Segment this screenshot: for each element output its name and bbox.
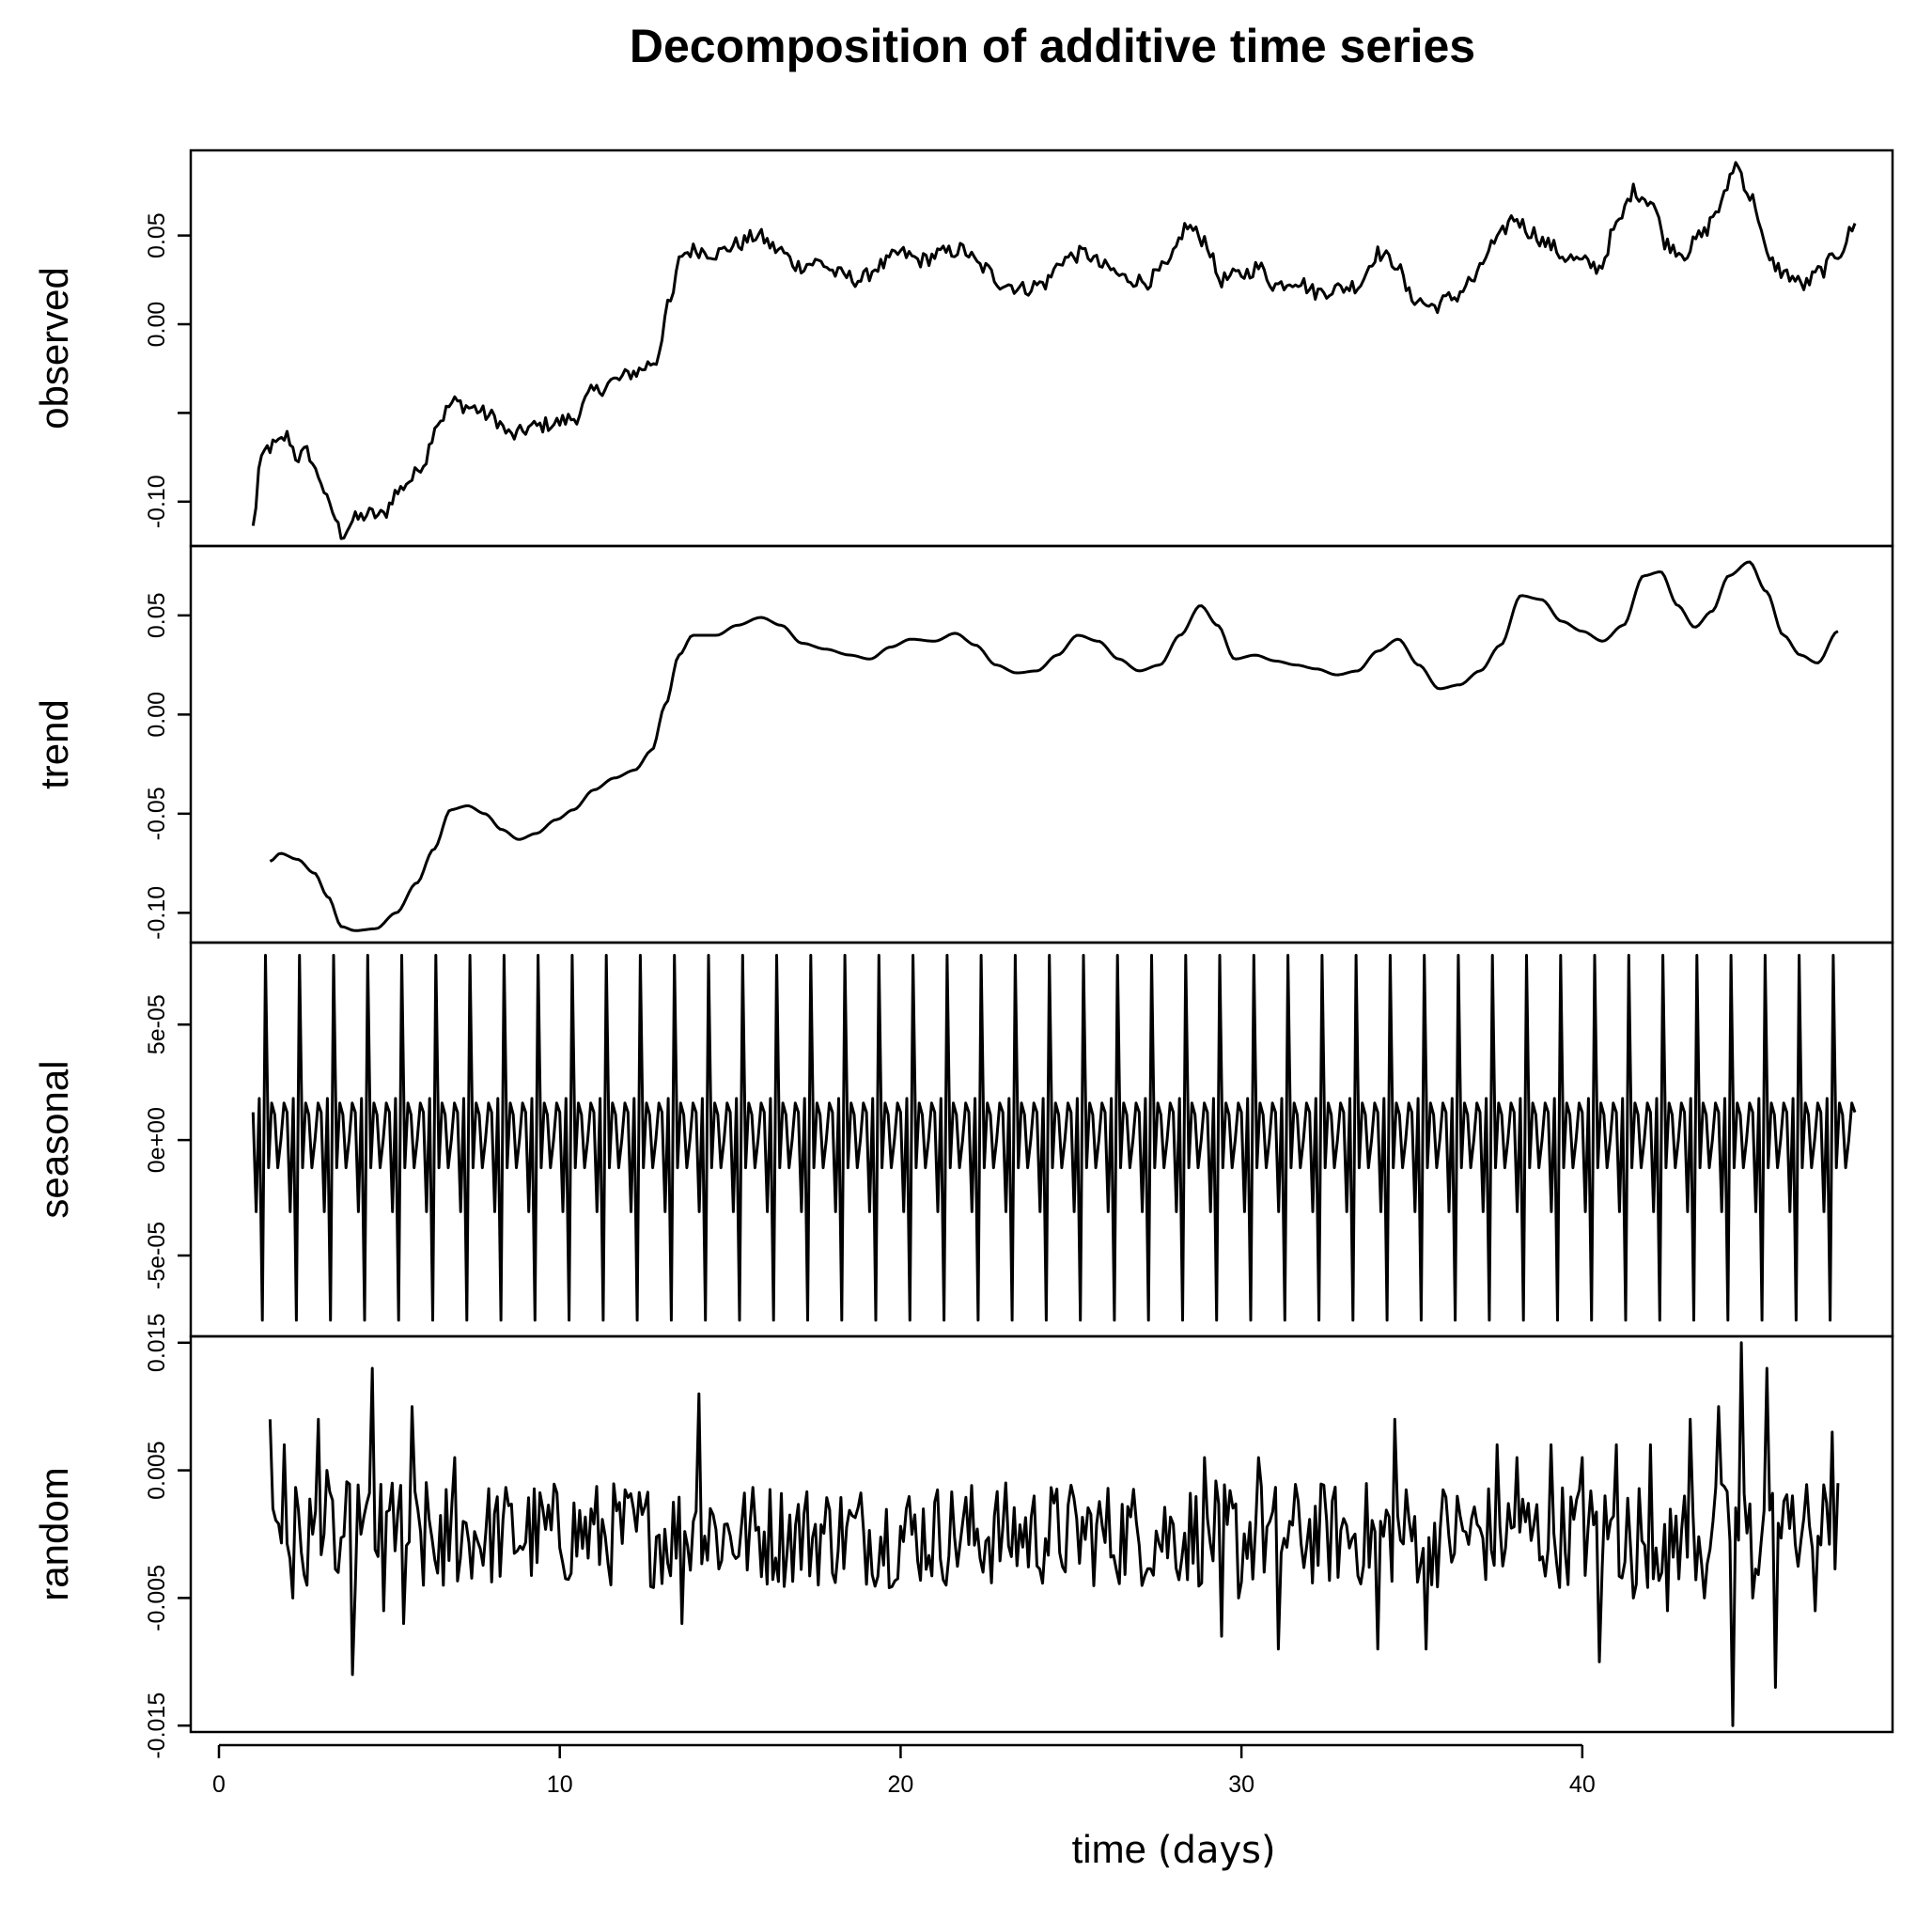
series-line-observed xyxy=(251,161,1857,540)
x-axis: 0 10 20 30 40 xyxy=(212,1743,1596,1798)
panel-random: -0.015 -0.005 0.005 0.015 random xyxy=(32,1314,1894,1759)
y-tick-label-seasonal: -5e-05 xyxy=(144,1222,170,1289)
x-tick-label: 10 xyxy=(547,1771,573,1798)
x-tick-label: 20 xyxy=(888,1771,914,1798)
x-tick-label: 30 xyxy=(1228,1771,1254,1798)
y-tick-label-random: 0.005 xyxy=(144,1441,170,1500)
y-tick-label-observed: 0.00 xyxy=(144,302,170,348)
series-line-random xyxy=(268,1341,1840,1727)
panel-label-trend: trend xyxy=(32,699,76,789)
panel-observed: -0.10 0.00 0.05 observed xyxy=(32,148,1894,548)
y-tick-label-trend: -0.05 xyxy=(144,787,170,840)
panel-frame-trend xyxy=(189,544,1894,944)
y-tick-label-trend: 0.05 xyxy=(144,593,170,639)
x-tick-label: 40 xyxy=(1569,1771,1596,1798)
panel-frame-random xyxy=(189,1334,1894,1734)
y-tick-label-random: -0.005 xyxy=(144,1565,170,1631)
y-tick-label-seasonal: 0e+00 xyxy=(144,1107,170,1173)
y-tick-label-trend: 0.00 xyxy=(144,692,170,738)
series-line-seasonal xyxy=(251,954,1857,1322)
panel-label-observed: observed xyxy=(32,267,76,429)
panel-label-seasonal: seasonal xyxy=(32,1060,76,1218)
panel-label-random: random xyxy=(32,1467,76,1600)
x-axis-unit-label: (days) xyxy=(1158,1829,1276,1872)
y-tick-label-random: 0.015 xyxy=(144,1314,170,1373)
panel-seasonal: -5e-05 0e+00 5e-05 seasonal xyxy=(32,941,1894,1338)
x-axis-label: time xyxy=(1072,1827,1146,1871)
panels-group: -0.10 0.00 0.05 observed -0.10 -0.05 0.00 0.05 t… xyxy=(32,148,1894,1759)
panel-trend: -0.10 -0.05 0.00 0.05 trend xyxy=(32,544,1894,944)
panel-frame-observed xyxy=(189,148,1894,548)
y-tick-label-seasonal: 5e-05 xyxy=(144,994,170,1054)
y-tick-label-random: -0.015 xyxy=(144,1693,170,1759)
y-tick-label-observed: -0.10 xyxy=(144,475,170,528)
y-tick-label-trend: -0.10 xyxy=(144,886,170,940)
chart-title: Decomposition of additive time series xyxy=(630,20,1475,72)
y-tick-label-observed: 0.05 xyxy=(144,212,170,258)
x-tick-label: 0 xyxy=(212,1771,226,1798)
series-line-trend xyxy=(269,560,1839,932)
